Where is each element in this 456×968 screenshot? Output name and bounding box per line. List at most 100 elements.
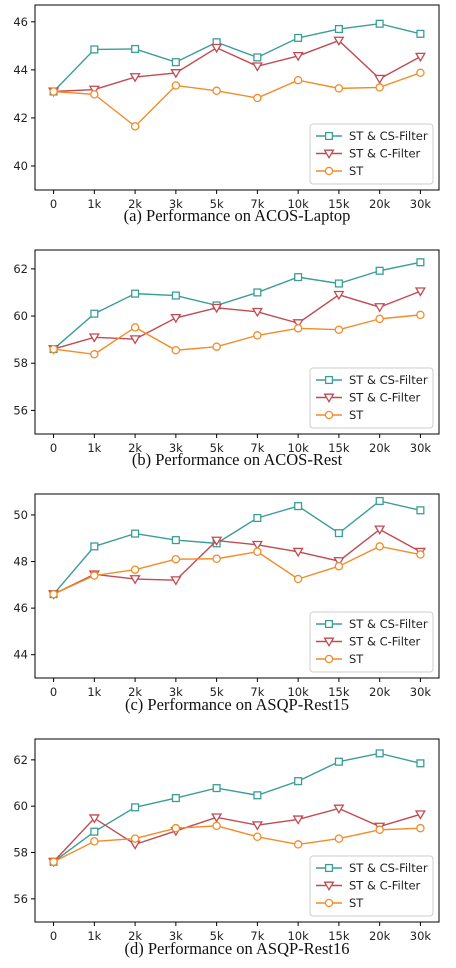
series-line [53, 39, 421, 93]
legend-label: ST & C-Filter [349, 147, 421, 161]
data-point [212, 784, 221, 793]
plot-frame [34, 738, 440, 923]
data-point [374, 525, 386, 535]
data-point [130, 565, 140, 574]
data-point [334, 24, 343, 34]
series-line [53, 528, 421, 595]
legend-box [309, 855, 434, 917]
data-point [90, 571, 99, 580]
x-tick-label: 5k [210, 441, 224, 455]
data-point [171, 291, 180, 300]
y-tick-label: 62 [13, 262, 28, 276]
y-tick-label: 50 [13, 508, 28, 522]
data-point [333, 36, 345, 47]
data-point [251, 62, 263, 72]
data-point [171, 346, 181, 355]
data-point [253, 288, 262, 297]
x-tick-label: 7k [250, 197, 264, 211]
data-point [129, 575, 141, 585]
series-line [53, 545, 421, 595]
legend-marker [324, 863, 334, 873]
data-point [170, 313, 182, 324]
x-tick-label: 0 [50, 197, 57, 211]
x-tick-label: 20k [369, 929, 391, 943]
legend-box [309, 123, 434, 185]
legend-marker [323, 149, 335, 159]
x-tick-label: 15k [328, 197, 350, 211]
data-point [212, 86, 221, 96]
x-tick-label: 7k [250, 929, 264, 943]
data-point [131, 529, 140, 538]
legend-label: ST & CS-Filter [349, 617, 428, 631]
series-line [53, 290, 421, 350]
x-tick-label: 15k [328, 441, 350, 455]
data-point [375, 266, 384, 275]
panel-caption: (a) Performance on ACOS-Laptop [124, 206, 351, 225]
panel-caption: (c) Performance on ASQP-Rest15 [125, 695, 349, 714]
legend-label: ST & C-Filter [349, 879, 421, 893]
y-tick-label: 56 [13, 892, 28, 906]
data-point [334, 84, 344, 93]
chart-panel: 40 42 44 46 0 1k 2k 3k 5k 7k 10k 15k 20k 30k ST & CS-F… [13, 4, 440, 225]
y-tick-label: 48 [13, 555, 28, 569]
plot-frame [34, 4, 440, 191]
data-point [334, 325, 344, 334]
data-point [131, 289, 140, 298]
series-line [53, 500, 421, 595]
x-tick-label: 3k [169, 929, 183, 943]
data-point [131, 44, 140, 54]
data-point [416, 550, 425, 559]
data-point [334, 757, 343, 766]
legend-marker [324, 654, 334, 664]
chart-panel: 56 58 60 62 0 1k 2k 3k 5k 7k 10k 15k 20k 30k ST & CS-F… [13, 738, 440, 958]
x-tick-label: 2k [128, 685, 142, 699]
legend-label: ST & CS-Filter [349, 373, 428, 387]
y-tick-label: 40 [13, 159, 28, 173]
data-point [334, 279, 343, 288]
data-point [294, 777, 303, 786]
data-point [333, 290, 345, 301]
y-tick-label: 60 [13, 309, 28, 323]
panel-caption: (d) Performance on ASQP-Rest16 [124, 939, 349, 958]
data-point [375, 496, 384, 506]
data-point [171, 823, 181, 833]
series-line [53, 23, 421, 92]
legend: ST & CS-Filter ST & C-Filter ST [309, 367, 434, 429]
data-point [211, 43, 223, 54]
data-point [90, 350, 99, 359]
x-tick-label: 5k [210, 197, 224, 211]
chart-panel: 56 58 60 62 0 1k 2k 3k 5k 7k 10k 15k 20k 30k ST & CS-F… [13, 249, 440, 469]
data-point [375, 19, 384, 28]
data-point [251, 307, 263, 318]
data-point [416, 759, 425, 768]
data-point [90, 45, 99, 54]
data-point [88, 814, 100, 824]
data-point [375, 749, 384, 758]
data-point [374, 303, 386, 313]
y-tick-label: 56 [13, 403, 28, 417]
data-point [171, 554, 181, 564]
data-point [251, 540, 263, 551]
data-point [333, 557, 345, 567]
data-point [416, 310, 425, 320]
x-tick-label: 30k [410, 197, 432, 211]
legend-marker [324, 375, 334, 385]
data-point [211, 813, 223, 823]
data-point [90, 837, 99, 846]
data-point [90, 827, 99, 836]
data-point [334, 529, 343, 538]
data-point [416, 68, 425, 78]
data-point [170, 69, 182, 79]
x-tick-label: 20k [369, 685, 391, 699]
x-tick-label: 2k [128, 441, 142, 455]
data-point [49, 589, 58, 599]
x-tick-label: 2k [128, 197, 142, 211]
data-point [292, 51, 304, 62]
x-tick-label: 30k [410, 929, 432, 943]
data-point [130, 323, 140, 332]
legend-marker [324, 166, 334, 176]
data-point [416, 823, 425, 833]
data-point [90, 542, 99, 551]
x-tick-label: 10k [287, 441, 309, 455]
